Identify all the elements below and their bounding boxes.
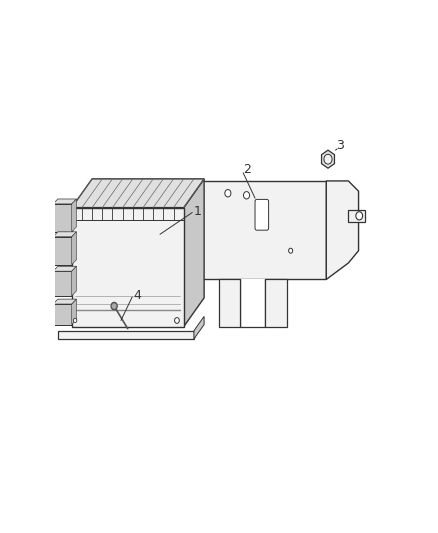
Polygon shape xyxy=(184,179,204,327)
Polygon shape xyxy=(72,199,77,232)
Polygon shape xyxy=(53,199,77,204)
Polygon shape xyxy=(58,330,194,339)
Text: 2: 2 xyxy=(243,163,251,176)
Polygon shape xyxy=(53,204,72,232)
Text: 1: 1 xyxy=(194,205,202,218)
Polygon shape xyxy=(53,271,72,296)
Polygon shape xyxy=(265,279,287,327)
Polygon shape xyxy=(72,299,77,325)
Polygon shape xyxy=(194,317,204,339)
Circle shape xyxy=(111,302,117,310)
Polygon shape xyxy=(321,150,335,168)
Polygon shape xyxy=(53,299,77,304)
Polygon shape xyxy=(72,179,204,207)
Circle shape xyxy=(356,212,363,220)
Polygon shape xyxy=(202,181,326,279)
Polygon shape xyxy=(219,279,240,327)
Circle shape xyxy=(324,154,332,164)
Polygon shape xyxy=(53,232,77,237)
Circle shape xyxy=(244,191,250,199)
Polygon shape xyxy=(72,266,77,296)
Circle shape xyxy=(289,248,293,253)
Text: 4: 4 xyxy=(134,288,142,302)
Polygon shape xyxy=(348,209,365,222)
Polygon shape xyxy=(326,181,359,279)
Polygon shape xyxy=(53,266,77,271)
Circle shape xyxy=(225,190,231,197)
Polygon shape xyxy=(53,237,72,265)
Polygon shape xyxy=(53,304,72,325)
Polygon shape xyxy=(72,207,184,327)
Polygon shape xyxy=(72,232,77,265)
Text: 3: 3 xyxy=(336,139,344,152)
Circle shape xyxy=(113,304,116,308)
Circle shape xyxy=(175,318,179,324)
Circle shape xyxy=(74,318,77,322)
FancyBboxPatch shape xyxy=(255,199,268,230)
Polygon shape xyxy=(240,279,265,327)
